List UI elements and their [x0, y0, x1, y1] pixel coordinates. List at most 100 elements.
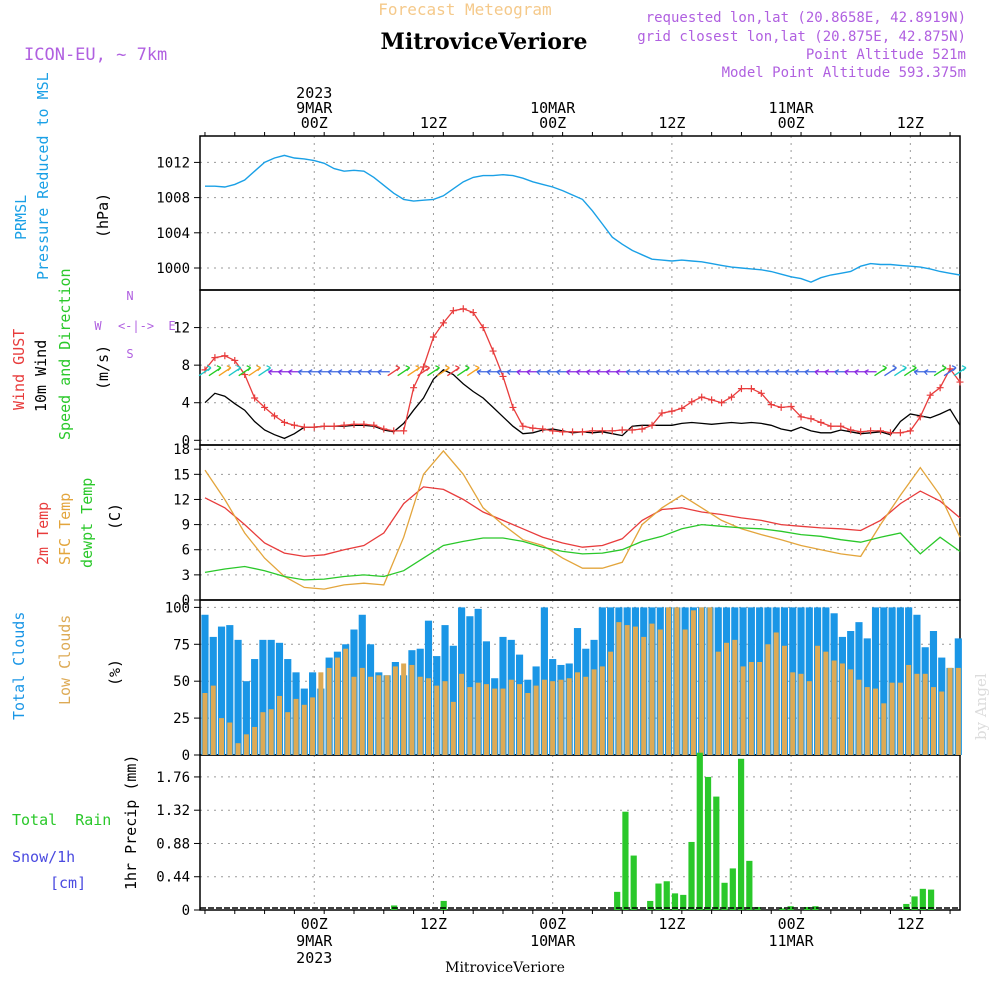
- time-label-bottom: 00Z: [301, 915, 328, 933]
- low-cloud-bar: [757, 662, 763, 755]
- wind-arrow: [218, 365, 232, 377]
- precip-bar: [729, 868, 736, 910]
- wind-arrow: [953, 365, 967, 377]
- wind-arrow: [446, 365, 460, 377]
- gust-marker: [688, 398, 696, 406]
- low-cloud-bar: [483, 684, 489, 755]
- low-cloud-bar: [351, 676, 357, 755]
- low-cloud-bar: [434, 685, 440, 755]
- wind-arrow: [258, 365, 272, 377]
- low-cloud-bar: [955, 667, 961, 755]
- ytick-label: 1000: [156, 261, 190, 277]
- low-cloud-bar: [798, 673, 804, 755]
- low-cloud-bar: [699, 607, 705, 755]
- low-cloud-bar: [583, 676, 589, 755]
- precip-bar: [911, 896, 918, 910]
- gust-marker: [221, 352, 229, 360]
- total-cloud-bar: [251, 659, 259, 755]
- gust-marker: [827, 422, 835, 430]
- ytick-label: 50: [173, 674, 190, 690]
- gust-marker: [271, 412, 279, 420]
- low-cloud-bar: [674, 607, 680, 755]
- low-cloud-bar: [310, 697, 316, 755]
- low-cloud-bar: [690, 610, 696, 755]
- gust-marker: [906, 427, 914, 435]
- time-label-bottom: 11MAR: [769, 932, 815, 950]
- precip-bar: [812, 906, 819, 910]
- low-cloud-bar: [517, 684, 523, 755]
- gust-marker: [777, 403, 785, 411]
- low-cloud-bar: [599, 666, 605, 755]
- low-cloud-bar: [740, 666, 746, 755]
- low-cloud-bar: [806, 681, 812, 755]
- low-cloud-bar: [930, 687, 936, 755]
- gust-marker: [569, 428, 577, 436]
- low-cloud-bar: [616, 622, 622, 755]
- ytick-label: 6: [182, 543, 190, 559]
- total-cloud-bar: [201, 614, 209, 755]
- low-cloud-bar: [632, 626, 638, 755]
- time-label-bottom: 00Z: [539, 915, 566, 933]
- low-cloud-bar: [384, 675, 390, 755]
- time-label-top: 9MAR: [296, 99, 333, 117]
- panel-0: 1000 1004 1008 1012: [156, 135, 961, 291]
- ytick-label: 18: [173, 442, 190, 458]
- gust-marker: [896, 429, 904, 437]
- low-cloud-bar: [508, 679, 514, 755]
- wind-arrow: [894, 365, 907, 377]
- temp-2m-line: [204, 486, 961, 558]
- low-cloud-bar: [831, 660, 837, 755]
- gust-marker: [956, 378, 964, 386]
- low-cloud-bar: [368, 676, 374, 755]
- wind-arrow: [466, 365, 480, 377]
- precip-bar: [440, 900, 447, 910]
- low-cloud-bar: [922, 673, 928, 755]
- low-cloud-bar: [649, 623, 655, 755]
- precip-bar: [704, 776, 712, 910]
- time-label-bottom: 9MAR: [296, 932, 333, 950]
- wind-arrow: [864, 369, 877, 376]
- total-cloud-bar: [880, 607, 888, 755]
- compass-e: E: [168, 319, 175, 333]
- compass-s: S: [126, 347, 133, 361]
- low-cloud-bar: [939, 691, 945, 755]
- wind-arrow: [437, 365, 450, 377]
- gust-marker: [608, 427, 616, 435]
- precip-bar: [696, 752, 703, 910]
- gust-marker: [628, 426, 636, 434]
- gust-marker: [489, 347, 497, 355]
- gust-marker: [459, 305, 467, 313]
- gust-marker: [867, 427, 875, 435]
- gust-marker: [797, 413, 805, 421]
- low-cloud-bar: [550, 681, 556, 755]
- wind-compass: N W E S <-|->: [94, 289, 175, 361]
- low-cloud-bar: [401, 663, 407, 755]
- ytick-label: 25: [173, 711, 190, 727]
- gust-marker: [926, 391, 934, 399]
- precip-bar: [680, 894, 687, 910]
- gust-marker: [847, 426, 855, 434]
- total-cloud-bar: [242, 681, 250, 755]
- temp-ylabel-sfc: SFC Temp: [56, 493, 74, 565]
- ytick-label: 75: [173, 637, 190, 653]
- total-cloud-bar: [871, 607, 880, 755]
- low-cloud-bar: [541, 679, 547, 755]
- low-cloud-bar: [790, 672, 796, 755]
- time-label-bottom: 00Z: [778, 915, 805, 933]
- low-cloud-bar: [724, 642, 730, 755]
- total-cloud-bar: [888, 607, 896, 755]
- precip-bar: [630, 855, 637, 910]
- ytick-label: 0: [182, 593, 190, 609]
- footer-location: MitroviceVeriore: [445, 960, 565, 976]
- clouds-ylabel-low: Low Clouds: [56, 615, 74, 705]
- gust-marker: [380, 425, 388, 433]
- low-cloud-bar: [864, 687, 870, 755]
- wind-arrow: [874, 365, 887, 377]
- requested-coords: requested lon,lat (20.8658E, 42.8919N): [646, 10, 966, 26]
- low-cloud-bar: [417, 676, 423, 755]
- low-cloud-bar: [293, 698, 299, 755]
- low-cloud-bar: [525, 693, 531, 755]
- gust-marker: [479, 324, 487, 332]
- time-label-bottom: 2023: [296, 949, 332, 967]
